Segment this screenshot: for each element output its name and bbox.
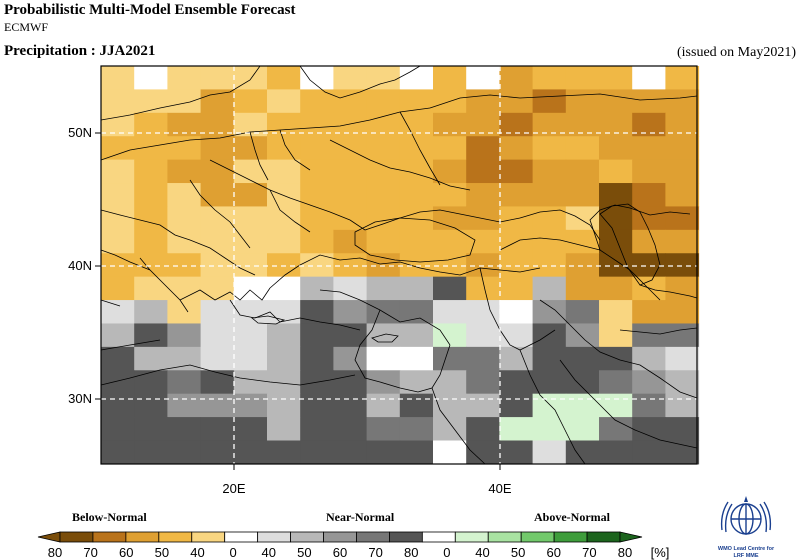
lon-label-20E: 20E xyxy=(222,481,245,496)
colorbar-box xyxy=(454,531,489,543)
colorbar-tick: 0 xyxy=(230,545,237,560)
colorbar-box xyxy=(520,531,555,543)
colorbar-box xyxy=(92,531,127,543)
colorbar-tick: 0 xyxy=(443,545,450,560)
colorbar-tick: 70 xyxy=(83,545,97,560)
model-label: ECMWF xyxy=(4,20,49,34)
colorbar-tick: 50 xyxy=(297,545,311,560)
map-title: Probabilistic Multi-Model Ensemble Forec… xyxy=(4,2,296,18)
axis-labels: 50N 40N 30N 20E 40E xyxy=(68,125,512,496)
probability-colorbar: 80 70 60 50 40 0 40 50 60 70 80 0 40 50 60 70 80 [%] xyxy=(37,531,670,560)
legend-above-normal: Above-Normal xyxy=(534,510,610,524)
colorbar-box xyxy=(356,531,390,543)
map-frame xyxy=(100,65,698,465)
colorbar-tick: 80 xyxy=(404,545,418,560)
lat-label-40N: 40N xyxy=(68,258,92,273)
colorbar-tick: 50 xyxy=(155,545,169,560)
lat-label-50N: 50N xyxy=(68,125,92,140)
colorbar-tick: 50 xyxy=(511,545,525,560)
colorbar-tick: 40 xyxy=(475,545,489,560)
colorbar-box xyxy=(586,531,621,543)
colorbar-tick: 60 xyxy=(333,545,347,560)
colorbar-box xyxy=(125,531,160,543)
variable-label: Precipitation : JJA2021 xyxy=(4,43,156,59)
issued-date: (issued on May2021) xyxy=(677,45,796,60)
logo-text-1: WMO Lead Centre for xyxy=(717,546,775,552)
wmo-emblem-icon xyxy=(720,496,772,535)
colorbar-tick: 40 xyxy=(262,545,276,560)
colorbar-tick: 80 xyxy=(618,545,632,560)
colorbar-tick: 60 xyxy=(119,545,133,560)
colorbar-tick: 60 xyxy=(547,545,561,560)
lon-label-40E: 40E xyxy=(488,481,511,496)
colorbar-tick: 70 xyxy=(368,545,382,560)
colorbar-box xyxy=(389,531,423,543)
legend-below-normal: Below-Normal xyxy=(72,510,147,524)
colorbar-tick: 80 xyxy=(48,545,62,560)
colorbar-box xyxy=(290,531,324,543)
colorbar-tick: 40 xyxy=(190,545,204,560)
colorbar-box xyxy=(553,531,588,543)
colorbar-box xyxy=(421,531,456,543)
colorbar-box xyxy=(158,531,193,543)
colorbar-right-end xyxy=(619,531,643,543)
country-borders xyxy=(100,65,698,465)
colorbar-unit: [%] xyxy=(651,545,670,560)
legend-near-normal: Near-Normal xyxy=(326,510,395,524)
colorbar-box xyxy=(59,531,94,543)
probability-grid xyxy=(101,66,700,465)
lat-label-30N: 30N xyxy=(68,391,92,406)
colorbar-tick: 70 xyxy=(582,545,596,560)
colorbar-box xyxy=(487,531,522,543)
graticule xyxy=(95,66,697,470)
logo-text-2: LRF MME xyxy=(733,553,759,559)
colorbar-box xyxy=(257,531,291,543)
colorbar-box xyxy=(323,531,357,543)
colorbar-box xyxy=(191,531,226,543)
wmo-logo: WMO Lead Centre for LRF MME xyxy=(696,494,796,560)
colorbar-box xyxy=(224,531,259,543)
colorbar-left-end xyxy=(37,531,61,543)
